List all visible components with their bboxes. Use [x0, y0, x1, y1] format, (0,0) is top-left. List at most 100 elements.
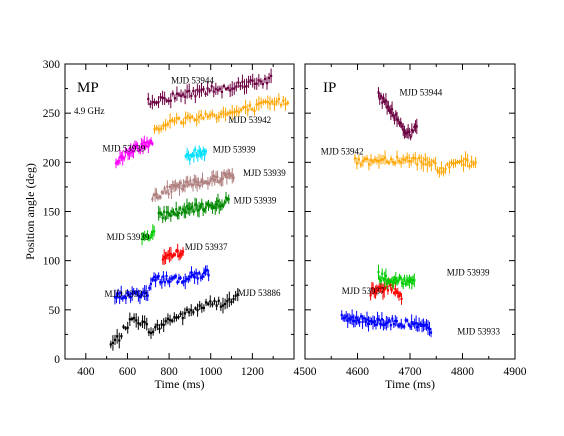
- data-point: [422, 323, 425, 327]
- data-point: [180, 212, 183, 215]
- data-point: [448, 166, 451, 169]
- data-point: [116, 335, 119, 338]
- data-point: [170, 277, 173, 280]
- data-point: [181, 317, 184, 320]
- data-point: [382, 323, 385, 326]
- data-point: [199, 276, 202, 279]
- data-point: [418, 156, 421, 160]
- data-point: [149, 282, 152, 286]
- x-tick-label: 4600: [346, 366, 369, 378]
- data-point: [452, 162, 455, 165]
- data-point: [244, 105, 247, 109]
- x-tick-label: 4800: [451, 366, 474, 378]
- data-point: [195, 203, 198, 206]
- data-point: [149, 103, 152, 106]
- data-point: [359, 315, 363, 318]
- data-point: [160, 323, 163, 326]
- data-point: [188, 207, 191, 211]
- data-point: [175, 185, 178, 188]
- data-point: [181, 250, 185, 253]
- series-b08080: [151, 167, 235, 202]
- data-point: [175, 249, 178, 252]
- data-point: [172, 185, 176, 188]
- data-point: [373, 291, 376, 294]
- data-point: [187, 183, 191, 186]
- data-point: [355, 162, 358, 165]
- data-point: [390, 158, 393, 161]
- data-point: [375, 159, 379, 162]
- data-point: [389, 279, 392, 282]
- data-point: [286, 101, 289, 105]
- data-point: [216, 89, 219, 92]
- data-point: [204, 112, 207, 115]
- data-point: [177, 93, 181, 96]
- data-point: [412, 322, 415, 326]
- data-point: [200, 113, 203, 117]
- data-point: [200, 153, 204, 157]
- data-point: [190, 94, 193, 98]
- data-point: [122, 157, 126, 160]
- data-point: [120, 155, 123, 158]
- data-point: [162, 210, 166, 213]
- data-point: [224, 196, 228, 199]
- data-point: [145, 141, 149, 144]
- data-point: [224, 87, 228, 91]
- data-point: [137, 322, 140, 325]
- data-point: [374, 323, 378, 326]
- data-point: [159, 96, 162, 99]
- series-label: MJD 53937: [342, 286, 385, 296]
- data-point: [171, 92, 174, 95]
- data-point: [363, 158, 367, 161]
- data-point: [118, 155, 122, 159]
- data-point: [139, 149, 142, 152]
- data-point: [470, 160, 473, 163]
- x-tick-label: 600: [119, 366, 137, 378]
- data-point: [124, 327, 127, 330]
- data-point: [151, 230, 154, 234]
- data-point: [183, 209, 186, 212]
- data-point: [184, 280, 187, 283]
- data-point: [167, 99, 170, 103]
- data-point: [397, 280, 400, 283]
- data-point: [388, 319, 391, 322]
- data-point: [430, 163, 433, 167]
- y-tick-label: 300: [43, 59, 61, 71]
- data-point: [260, 101, 263, 104]
- data-point: [227, 172, 230, 175]
- series-00cc00: [377, 264, 416, 290]
- data-point: [410, 321, 413, 324]
- data-point: [179, 276, 182, 280]
- data-point: [383, 278, 386, 281]
- data-point: [408, 130, 411, 134]
- data-point: [211, 303, 214, 306]
- data-point: [172, 210, 175, 214]
- data-point: [371, 160, 375, 163]
- data-point: [377, 318, 381, 321]
- data-point: [142, 235, 145, 238]
- data-point: [429, 331, 433, 334]
- data-point: [186, 115, 189, 118]
- data-point: [128, 151, 131, 155]
- data-point: [173, 253, 177, 256]
- data-point: [381, 101, 384, 104]
- data-point: [383, 100, 386, 104]
- data-point: [231, 111, 234, 114]
- data-point: [361, 320, 364, 324]
- series-label: MJD 53942: [228, 115, 271, 125]
- data-point: [379, 286, 382, 290]
- data-point: [462, 163, 465, 166]
- data-point: [132, 290, 135, 293]
- data-point: [113, 295, 117, 299]
- data-point: [155, 127, 158, 130]
- data-point: [284, 103, 287, 106]
- data-point: [383, 323, 386, 326]
- data-point: [191, 115, 194, 118]
- data-point: [160, 281, 163, 284]
- data-point: [173, 213, 176, 216]
- data-point: [163, 97, 166, 100]
- data-point: [392, 322, 395, 326]
- series-label: MJD 53939: [447, 267, 490, 277]
- data-point: [357, 158, 360, 161]
- data-point: [388, 109, 391, 112]
- data-point: [228, 173, 231, 176]
